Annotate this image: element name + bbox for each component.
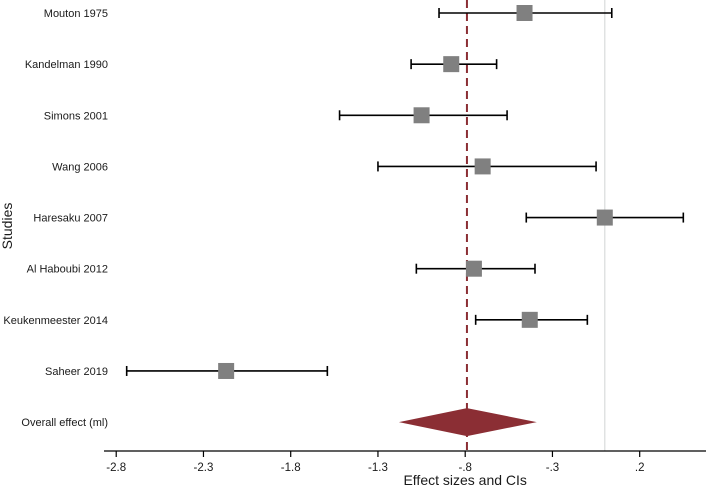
x-tick-label: -1.3 xyxy=(368,462,388,474)
study-label: Saheer 2019 xyxy=(45,366,108,378)
x-tick-label: .2 xyxy=(635,462,645,474)
x-tick-label: -.3 xyxy=(546,462,559,474)
study-label: Haresaku 2007 xyxy=(33,213,108,225)
point-estimate-marker xyxy=(596,209,613,226)
y-axis-title: Studies xyxy=(0,203,15,250)
study-label: Keukenmeester 2014 xyxy=(3,315,108,327)
point-estimate-marker xyxy=(516,5,533,21)
point-estimate-marker xyxy=(443,56,460,73)
x-axis-title: Effect sizes and CIs xyxy=(403,472,526,488)
study-label: Overall effect (ml) xyxy=(21,417,108,429)
overall-effect-diamond xyxy=(398,408,537,437)
x-tick-label: -2.8 xyxy=(106,462,126,474)
study-label: Al Haboubi 2012 xyxy=(27,264,108,276)
x-tick-label: -1.8 xyxy=(281,462,301,474)
point-estimate-marker xyxy=(521,311,538,328)
study-label: Mouton 1975 xyxy=(44,8,108,20)
x-tick-label: -.8 xyxy=(458,462,471,474)
study-marks xyxy=(125,5,685,379)
study-label: Kandelman 1990 xyxy=(25,59,108,71)
point-estimate-marker xyxy=(218,362,235,379)
study-label: Simons 2001 xyxy=(44,110,108,122)
study-labels: Mouton 1975 Kandelman 1990 Simons 2001 Wang… xyxy=(3,8,108,429)
point-estimate-marker xyxy=(474,158,491,175)
x-axis-ticks: -2.8 -2.3 -1.8 -1.3 -.8 -.3 .2 xyxy=(106,451,644,474)
point-estimate-marker xyxy=(413,107,430,124)
study-label: Wang 2006 xyxy=(52,161,108,173)
x-tick-label: -2.3 xyxy=(194,462,214,474)
point-estimate-marker xyxy=(465,260,482,277)
